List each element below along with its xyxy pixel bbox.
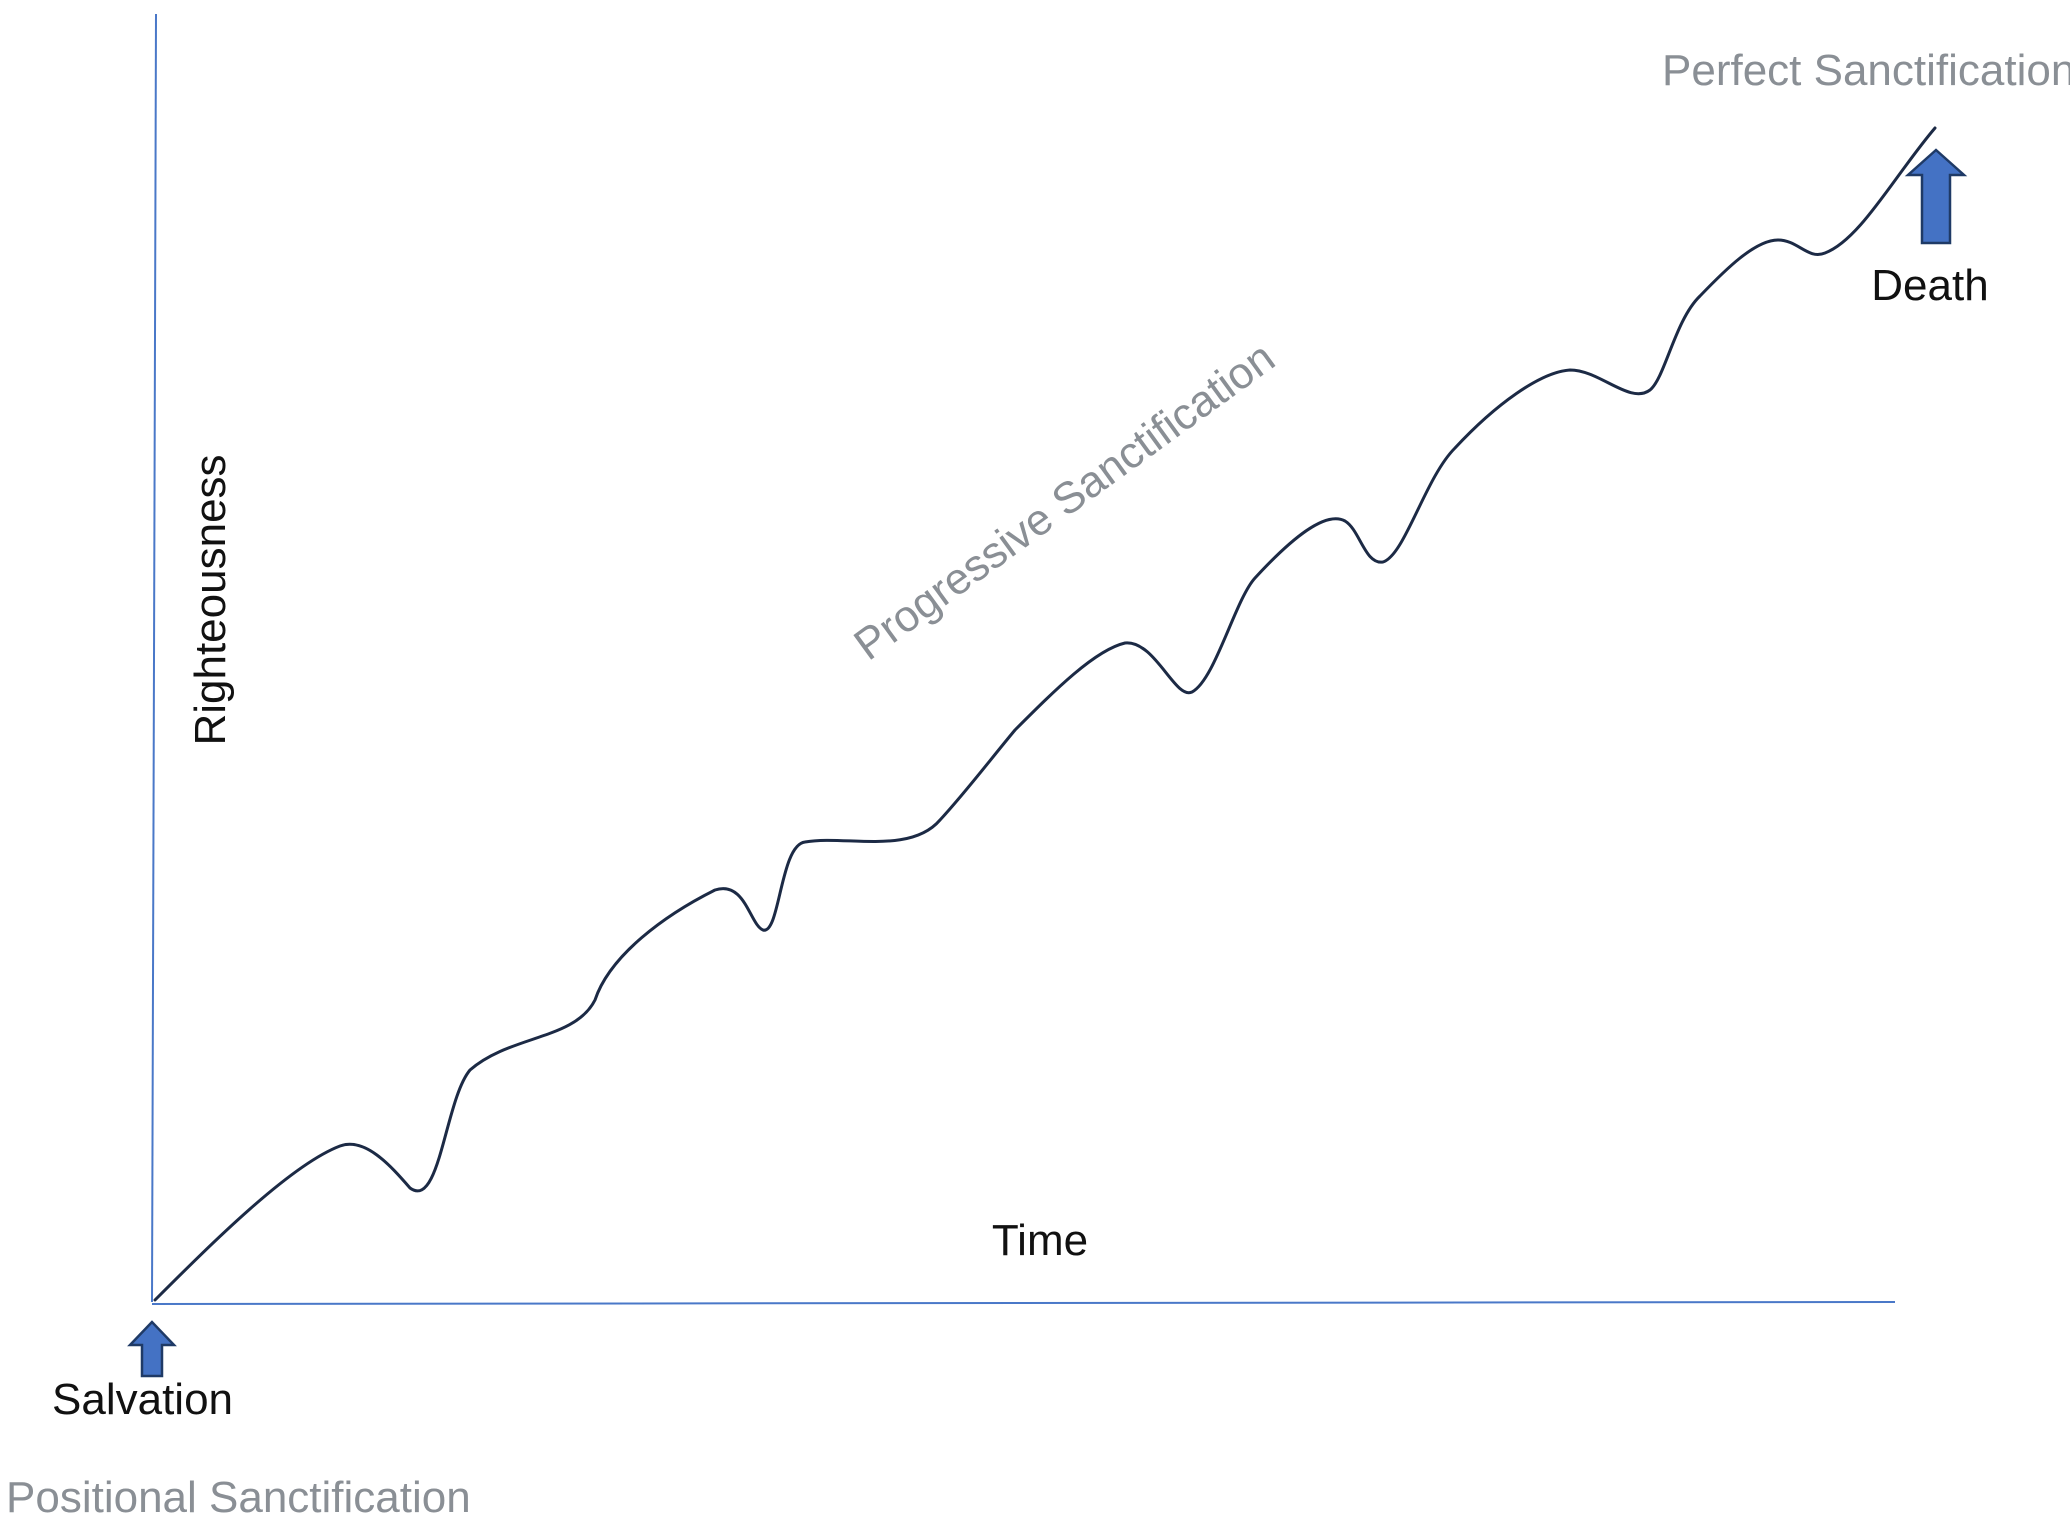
y-axis-label: Righteousness <box>186 454 235 745</box>
up-arrow-icon <box>1904 148 1968 245</box>
x-axis-label: Time <box>992 1216 1088 1265</box>
start-marker-label: Salvation <box>52 1375 233 1424</box>
y-axis <box>151 13 157 1303</box>
x-axis <box>151 1301 1896 1305</box>
end-marker-label: Death <box>1871 261 1988 310</box>
start-marker-caption: Positional Sanctification <box>6 1473 471 1522</box>
curve-label: Progressive Sanctification <box>845 333 1283 670</box>
end-marker-caption: Perfect Sanctification <box>1662 46 2070 95</box>
end-marker <box>1904 148 1968 245</box>
sanctification-curve <box>153 126 1937 1302</box>
up-arrow-icon <box>127 1320 177 1378</box>
start-marker <box>127 1320 177 1378</box>
